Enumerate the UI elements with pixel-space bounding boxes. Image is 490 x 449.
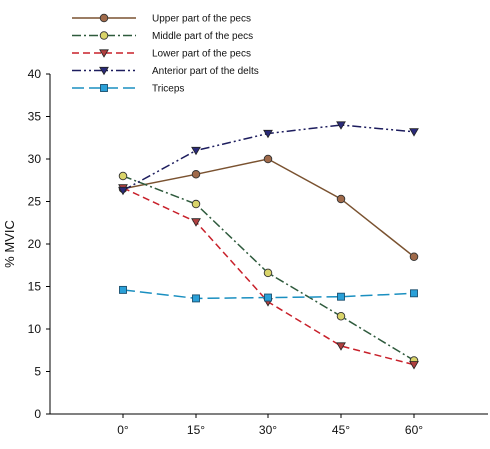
legend-label: Anterior part of the delts	[152, 66, 259, 77]
legend: Upper part of the pecs Middle part of the…	[72, 14, 259, 95]
axes: 0 5 10 15 20 25 30 35 40 0° 15° 30° 45° 60°	[28, 67, 488, 437]
series-3	[118, 184, 419, 370]
legend-entry: Upper part of the pecs	[72, 14, 251, 25]
data-point	[409, 128, 419, 137]
series-layer	[118, 121, 419, 370]
y-tick-label: 40	[28, 67, 42, 81]
data-point	[409, 252, 419, 261]
data-point	[191, 218, 201, 227]
legend-marker	[99, 13, 109, 23]
legend-marker	[99, 31, 109, 40]
y-axis-title: % MVIC	[2, 220, 17, 268]
data-point	[410, 289, 418, 298]
legend-marker	[100, 84, 108, 92]
legend-label: Upper part of the pecs	[152, 14, 251, 25]
data-point	[191, 170, 201, 179]
y-tick-label: 20	[28, 237, 42, 251]
x-tick-label: 0°	[117, 423, 129, 437]
legend-marker	[99, 49, 109, 58]
x-tick-label: 15°	[187, 423, 205, 437]
series-5	[119, 285, 418, 303]
y-tick-label: 30	[28, 152, 42, 166]
data-point	[263, 268, 273, 278]
legend-entry: Triceps	[72, 84, 184, 95]
data-point	[264, 293, 272, 302]
data-point	[263, 154, 273, 164]
data-point	[409, 361, 419, 370]
series-line	[122, 175, 415, 362]
legend-entry: Anterior part of the delts	[72, 66, 259, 77]
legend-label: Middle part of the pecs	[152, 31, 253, 42]
legend-label: Lower part of the pecs	[152, 49, 251, 60]
y-tick-label: 25	[28, 195, 42, 209]
data-point	[191, 199, 201, 209]
legend-entry: Lower part of the pecs	[72, 49, 251, 60]
data-point	[336, 342, 346, 351]
y-tick-label: 15	[28, 280, 42, 294]
data-point	[118, 171, 128, 181]
x-tick-label: 60°	[405, 423, 423, 437]
series-1	[118, 154, 419, 261]
x-tick-label: 30°	[259, 423, 277, 437]
data-point	[191, 146, 201, 156]
data-point	[263, 129, 273, 139]
x-tick-label: 45°	[332, 423, 350, 437]
series-2	[118, 171, 419, 365]
legend-entry: Middle part of the pecs	[72, 31, 253, 42]
y-tick-label: 0	[34, 407, 41, 421]
data-point	[336, 194, 346, 204]
data-point	[336, 312, 346, 321]
data-point	[119, 285, 127, 294]
series-4	[118, 121, 419, 196]
data-point	[118, 186, 128, 196]
y-tick-label: 35	[28, 110, 42, 124]
y-tick-label: 5	[34, 365, 41, 379]
data-point	[337, 292, 345, 301]
y-tick-label: 10	[28, 322, 42, 336]
data-point	[192, 294, 200, 303]
legend-label: Triceps	[152, 84, 184, 95]
data-point	[336, 121, 346, 130]
legend-marker	[99, 66, 109, 76]
